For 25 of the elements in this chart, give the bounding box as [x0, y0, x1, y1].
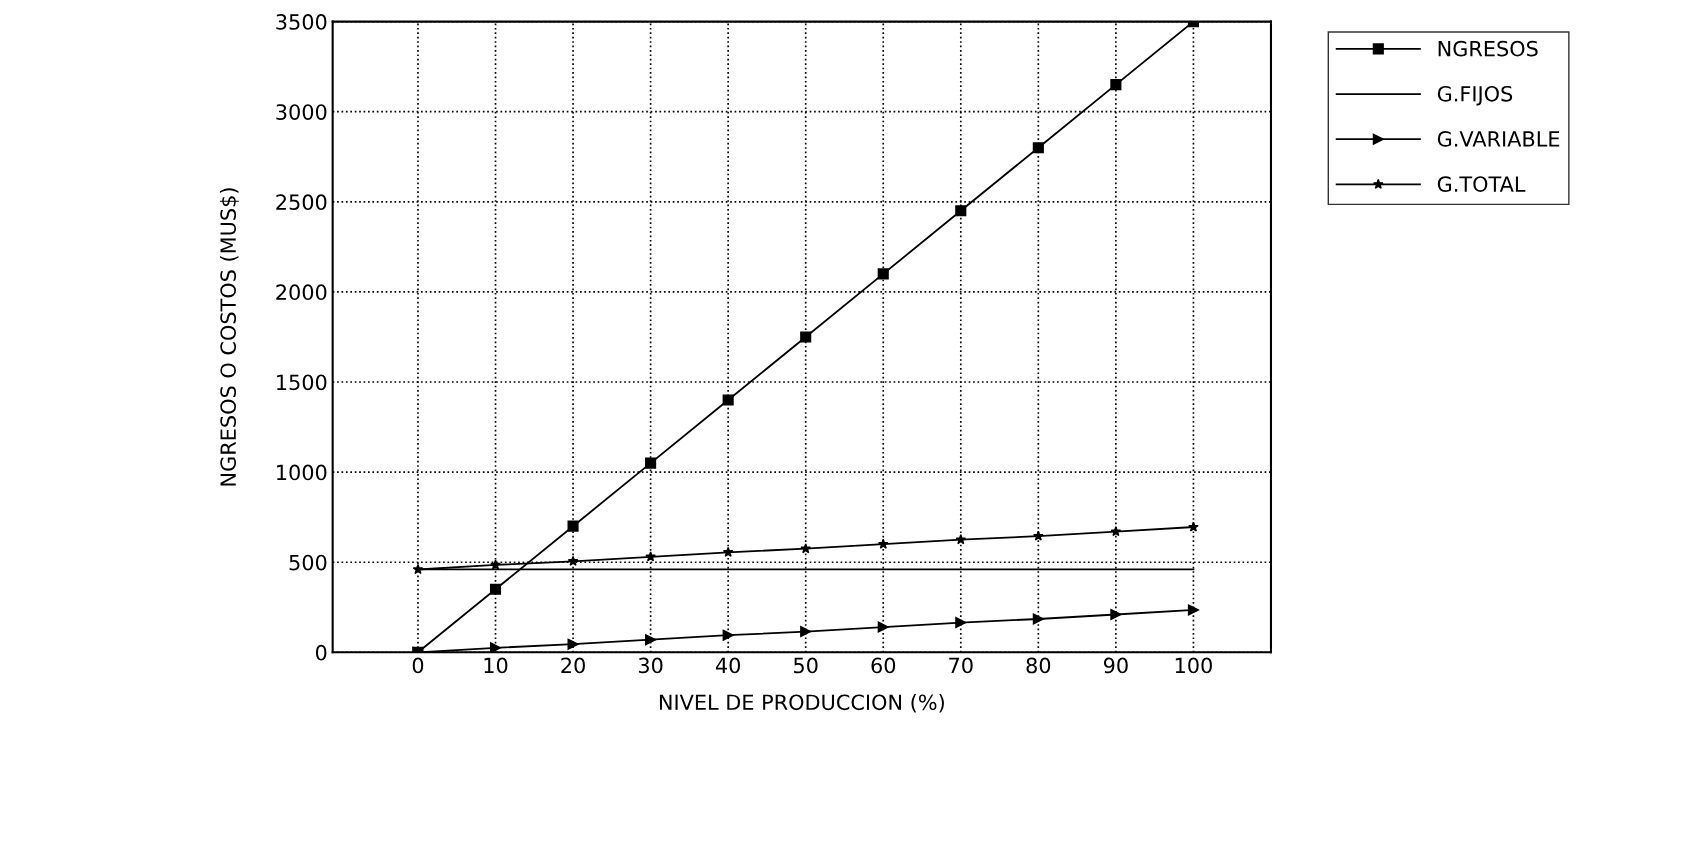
legend-label: G.FIJOS: [1437, 85, 1513, 106]
x-tick-label: 70: [949, 657, 973, 674]
y-tick-label: 0: [315, 644, 327, 661]
x-tick-label: 90: [1103, 657, 1128, 674]
legend-label: G.VARIABLE: [1437, 131, 1560, 147]
x-axis-title: NIVEL DE PRODUCCION (%): [659, 694, 944, 713]
y-tick-label: 1000: [277, 464, 327, 481]
x-tick-label: 10: [484, 657, 508, 674]
x-tick-label: 100: [1175, 657, 1212, 674]
y-tick-label: 3000: [276, 104, 327, 120]
y-tick-label: 2500: [276, 194, 327, 211]
x-tick-label: 60: [871, 657, 896, 674]
legend-label: G.TOTAL: [1437, 176, 1526, 192]
x-tick-label: 20: [561, 657, 585, 674]
x-tick-label: 40: [715, 657, 741, 674]
x-tick-label: 0: [412, 657, 424, 674]
x-tick-label: 80: [1026, 657, 1051, 674]
y-tick-label: 500: [289, 554, 327, 571]
y-tick-label: 1500: [277, 374, 327, 391]
y-tick-label: 2000: [276, 284, 327, 301]
y-axis-title: NGRESOS O COSTOS (MUS$): [219, 188, 239, 486]
x-tick-label: 30: [638, 657, 663, 674]
legend-label: NGRESOS: [1438, 40, 1538, 57]
y-tick-label: 3500: [276, 14, 327, 30]
x-tick-label: 50: [794, 657, 818, 674]
